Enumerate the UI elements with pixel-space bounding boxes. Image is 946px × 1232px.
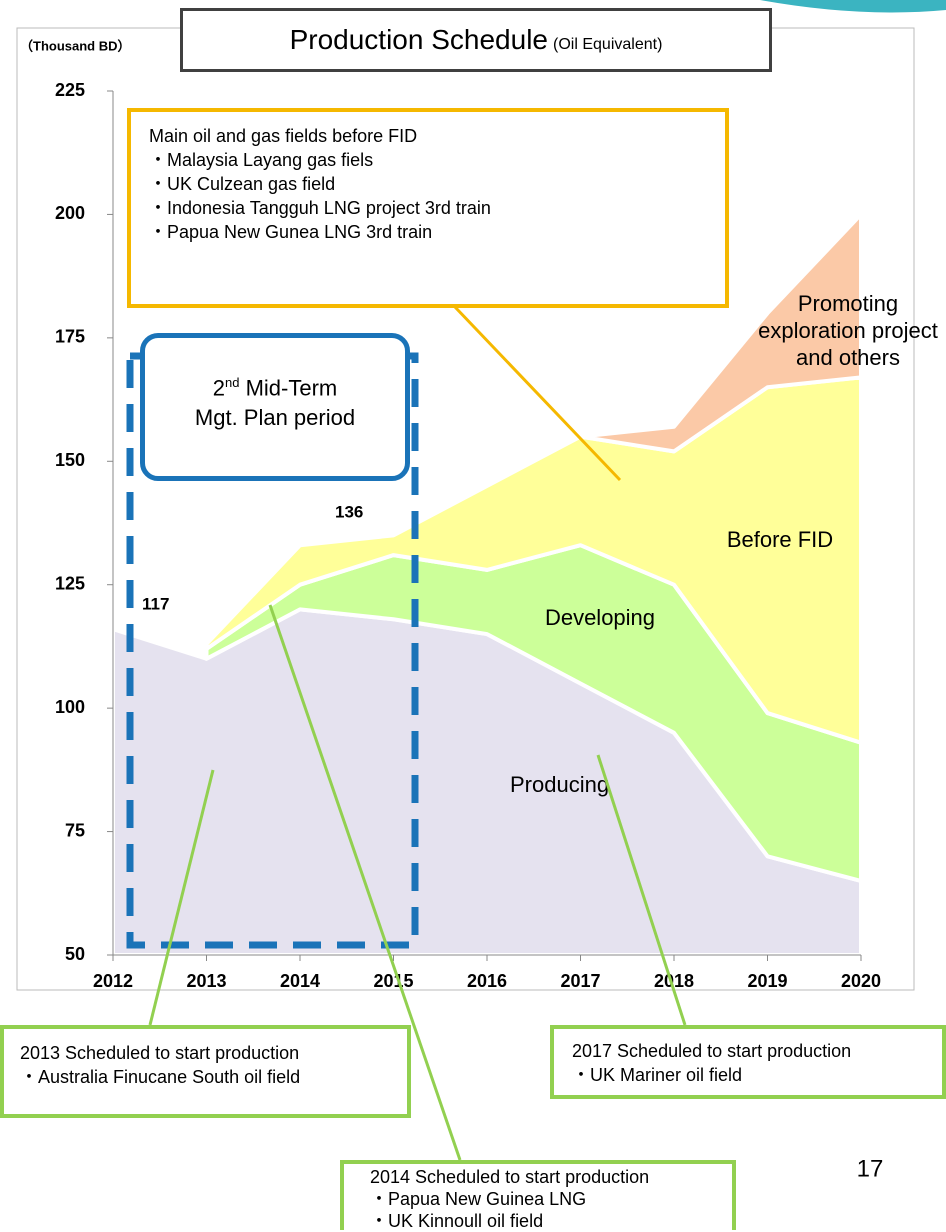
callout-line: 2014 Scheduled to start production — [370, 1167, 650, 1187]
callout-line: ・UK Mariner oil field — [572, 1065, 743, 1085]
callout: 2014 Scheduled to start production ・Papua… — [340, 1160, 736, 1231]
chart-subtitle: (Oil Equivalent) — [553, 36, 663, 53]
title-box: Production Schedule (Oil Equivalent) — [180, 8, 772, 72]
y-tick-label: 100 — [55, 697, 85, 717]
callout-line: 2017 Scheduled to start production — [572, 1041, 852, 1061]
annotation: 117 — [142, 594, 169, 613]
connector — [148, 769, 215, 1026]
period-line: Mgt. Plan period — [194, 405, 356, 431]
connector — [453, 305, 622, 482]
callout-line: 2013 Scheduled to start production — [20, 1043, 300, 1063]
y-tick-label: 225 — [55, 80, 85, 100]
y-tick-label: 125 — [55, 573, 85, 593]
y-tick-label: 200 — [55, 203, 85, 223]
decoration — [760, 0, 946, 13]
callout-line: ・Australia Finucane South oil field — [20, 1067, 301, 1087]
callout-line: ・Indonesia Tangguh LNG project 3rd train — [149, 198, 491, 218]
x-tick-label: 2019 — [747, 971, 787, 991]
callout-line: ・UK Culzean gas field — [149, 174, 336, 194]
series-label: Developing — [544, 605, 656, 630]
period-suffix: nd — [225, 375, 240, 390]
x-tick-label: 2020 — [841, 971, 881, 991]
series-label: Promoting exploration project and others — [758, 291, 938, 370]
callout-line: ・UK Kinnoull oil field — [370, 1211, 544, 1231]
callout-line: ・Malaysia Layang gas fiels — [149, 150, 374, 170]
chart-title: Production Schedule — [289, 24, 548, 55]
callout-line: Main oil and gas fields before FID — [149, 126, 418, 146]
series-label-box: Producing — [510, 772, 610, 797]
page-number: 17 — [857, 1155, 884, 1182]
x-tick-label: 2016 — [467, 971, 507, 991]
y-tick-label: 50 — [65, 944, 85, 964]
x-tick-label: 2014 — [280, 971, 320, 991]
period-label: 2nd Mid-Term Mgt. Plan period — [140, 333, 410, 481]
period-text: Mid-Term — [239, 375, 338, 401]
y-tick-label: 75 — [65, 820, 85, 840]
series-label-box: Developing — [544, 605, 656, 630]
annotation: 136 — [335, 502, 363, 521]
callout: Main oil and gas fields before FID ・Malay… — [127, 108, 729, 308]
series-label: Before FID — [726, 527, 834, 552]
y-tick-label: 150 — [55, 450, 85, 470]
y-axis-label: （Thousand BD） — [20, 38, 131, 53]
callout-line: ・Papua New Gunea LNG 3rd train — [149, 222, 433, 242]
area — [204, 375, 863, 745]
x-tick-label: 2018 — [654, 971, 694, 991]
callout: 2017 Scheduled to start production ・UK Ma… — [550, 1025, 946, 1099]
callout-line: ・Papua New Guinea LNG — [370, 1189, 587, 1209]
y-tick-label: 175 — [55, 327, 85, 347]
x-tick-label: 2017 — [560, 971, 600, 991]
connector — [268, 604, 462, 1161]
series-label: Producing — [510, 772, 610, 797]
x-tick-label: 2015 — [373, 971, 413, 991]
callout: 2013 Scheduled to start production ・Austr… — [0, 1025, 411, 1118]
period-number: 2 — [212, 375, 225, 401]
x-tick-label: 2012 — [93, 971, 133, 991]
connector — [596, 754, 687, 1026]
area — [578, 212, 863, 454]
series-label-box: Before FID — [726, 527, 834, 552]
x-tick-label: 2013 — [186, 971, 226, 991]
series-label-box: Promoting exploration project and others — [758, 291, 938, 370]
